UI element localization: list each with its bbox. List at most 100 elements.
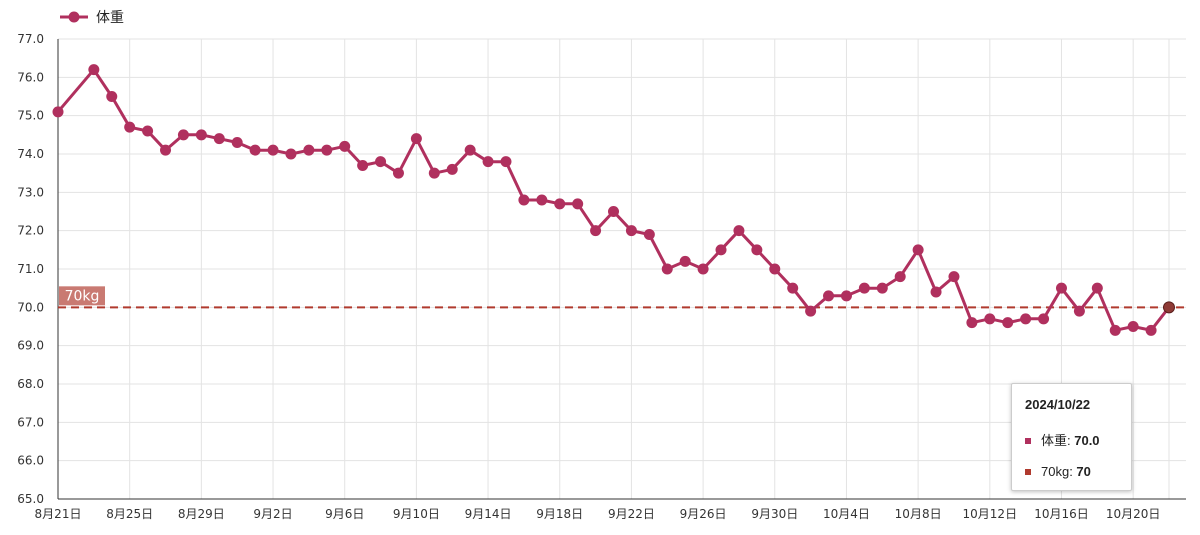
data-point[interactable] xyxy=(715,244,727,256)
data-point[interactable] xyxy=(392,167,404,179)
data-point[interactable] xyxy=(536,194,548,206)
tooltip-row-weight: 体重: 70.0 xyxy=(1025,430,1100,449)
y-tick-label: 76.0 xyxy=(17,70,44,84)
data-point[interactable] xyxy=(876,282,888,294)
data-point[interactable] xyxy=(948,271,960,283)
tooltip-swatch-70kg xyxy=(1025,468,1031,475)
x-tick-label: 9月2日 xyxy=(253,507,292,521)
data-point[interactable] xyxy=(1163,301,1175,314)
y-tick-label: 65.0 xyxy=(17,492,44,506)
tooltip-label-weight: 体重: xyxy=(1041,433,1075,448)
weight-series-line xyxy=(56,68,1171,332)
tooltip-swatch-weight xyxy=(1025,437,1031,444)
y-tick-label: 72.0 xyxy=(17,224,44,238)
data-point[interactable] xyxy=(590,225,602,237)
data-point[interactable] xyxy=(1073,305,1085,317)
y-tick-label: 75.0 xyxy=(17,109,44,123)
data-point[interactable] xyxy=(554,198,566,210)
data-point[interactable] xyxy=(930,286,942,298)
data-point[interactable] xyxy=(518,194,530,206)
data-point[interactable] xyxy=(285,148,297,160)
data-point[interactable] xyxy=(375,156,387,168)
data-point[interactable] xyxy=(787,282,799,294)
data-point[interactable] xyxy=(88,64,100,76)
data-point[interactable] xyxy=(213,133,225,145)
data-point[interactable] xyxy=(1145,324,1157,336)
data-point[interactable] xyxy=(500,156,512,168)
data-point[interactable] xyxy=(303,144,315,156)
data-point[interactable] xyxy=(357,160,369,171)
data-point[interactable] xyxy=(321,144,333,156)
data-point[interactable] xyxy=(625,225,637,237)
legend-marker xyxy=(68,11,80,23)
data-point[interactable] xyxy=(912,244,924,256)
data-point[interactable] xyxy=(769,263,781,275)
tooltip: 2024/10/22 体重: 70.0 70kg: 70 xyxy=(1011,383,1132,491)
x-tick-label: 8月25日 xyxy=(106,507,153,521)
data-point[interactable] xyxy=(410,133,422,145)
y-tick-label: 68.0 xyxy=(17,377,44,391)
data-point[interactable] xyxy=(697,263,709,275)
data-point[interactable] xyxy=(608,206,619,217)
data-point[interactable] xyxy=(428,167,440,179)
y-tick-label: 67.0 xyxy=(17,415,44,429)
legend-label-weight: 体重 xyxy=(96,10,124,26)
data-point[interactable] xyxy=(1002,317,1014,329)
data-point[interactable] xyxy=(52,106,64,118)
data-point[interactable] xyxy=(446,163,458,175)
data-point[interactable] xyxy=(249,144,261,156)
data-point[interactable] xyxy=(894,271,906,283)
x-tick-label: 9月18日 xyxy=(536,507,583,521)
x-axis-tick-labels: 8月21日 8月25日 8月29日 9月2日 9月6日 9月10日 9月14日 9月18日 9月… xyxy=(35,507,1161,521)
data-point[interactable] xyxy=(231,137,243,148)
data-point[interactable] xyxy=(177,129,189,141)
y-tick-label: 73.0 xyxy=(17,185,44,199)
data-point[interactable] xyxy=(142,125,154,137)
legend[interactable]: 体重 xyxy=(60,10,124,26)
reference-line-label: 70kg xyxy=(65,288,100,304)
tooltip-row-70kg: 70kg: 70 xyxy=(1025,464,1091,479)
x-tick-label: 9月10日 xyxy=(393,507,440,521)
data-point[interactable] xyxy=(267,144,279,156)
x-tick-label: 10月12日 xyxy=(963,507,1018,521)
weight-series[interactable] xyxy=(52,64,1175,336)
x-tick-label: 9月6日 xyxy=(325,507,364,521)
data-point[interactable] xyxy=(805,305,817,317)
data-point[interactable] xyxy=(1055,282,1067,294)
x-tick-label: 10月16日 xyxy=(1034,507,1089,521)
data-point[interactable] xyxy=(1109,324,1121,336)
x-tick-label: 10月8日 xyxy=(895,507,942,521)
data-point[interactable] xyxy=(858,282,870,294)
data-point[interactable] xyxy=(482,156,494,168)
data-point[interactable] xyxy=(160,144,172,156)
tooltip-value-70kg: 70 xyxy=(1076,464,1091,479)
data-point[interactable] xyxy=(823,290,835,302)
data-point[interactable] xyxy=(124,121,136,133)
data-point[interactable] xyxy=(195,129,207,141)
y-tick-label: 66.0 xyxy=(17,454,44,468)
data-point[interactable] xyxy=(661,263,673,275)
data-point[interactable] xyxy=(840,290,852,302)
data-point[interactable] xyxy=(679,255,691,267)
data-point[interactable] xyxy=(643,229,655,240)
data-point[interactable] xyxy=(1091,282,1103,294)
data-point[interactable] xyxy=(966,317,978,329)
data-point[interactable] xyxy=(464,144,476,156)
data-point[interactable] xyxy=(572,198,584,210)
data-point[interactable] xyxy=(751,244,763,256)
data-point[interactable] xyxy=(1127,321,1139,332)
tooltip-date: 2024/10/22 xyxy=(1025,397,1091,412)
data-point[interactable] xyxy=(733,225,745,237)
data-point[interactable] xyxy=(339,140,351,152)
y-axis-tick-labels: 65.0 66.0 67.0 68.0 69.0 70.0 71.0 72.0 73.0 74.0… xyxy=(17,32,44,506)
tooltip-value-weight: 70.0 xyxy=(1074,433,1100,448)
x-tick-label: 9月22日 xyxy=(608,507,655,521)
data-point[interactable] xyxy=(984,313,996,325)
data-point[interactable] xyxy=(1020,313,1032,325)
data-point[interactable] xyxy=(106,91,118,102)
reference-line-70kg: 70kg xyxy=(58,286,1186,309)
y-tick-label: 70.0 xyxy=(17,300,44,314)
y-tick-label: 77.0 xyxy=(17,32,44,46)
data-point[interactable] xyxy=(1038,313,1050,325)
